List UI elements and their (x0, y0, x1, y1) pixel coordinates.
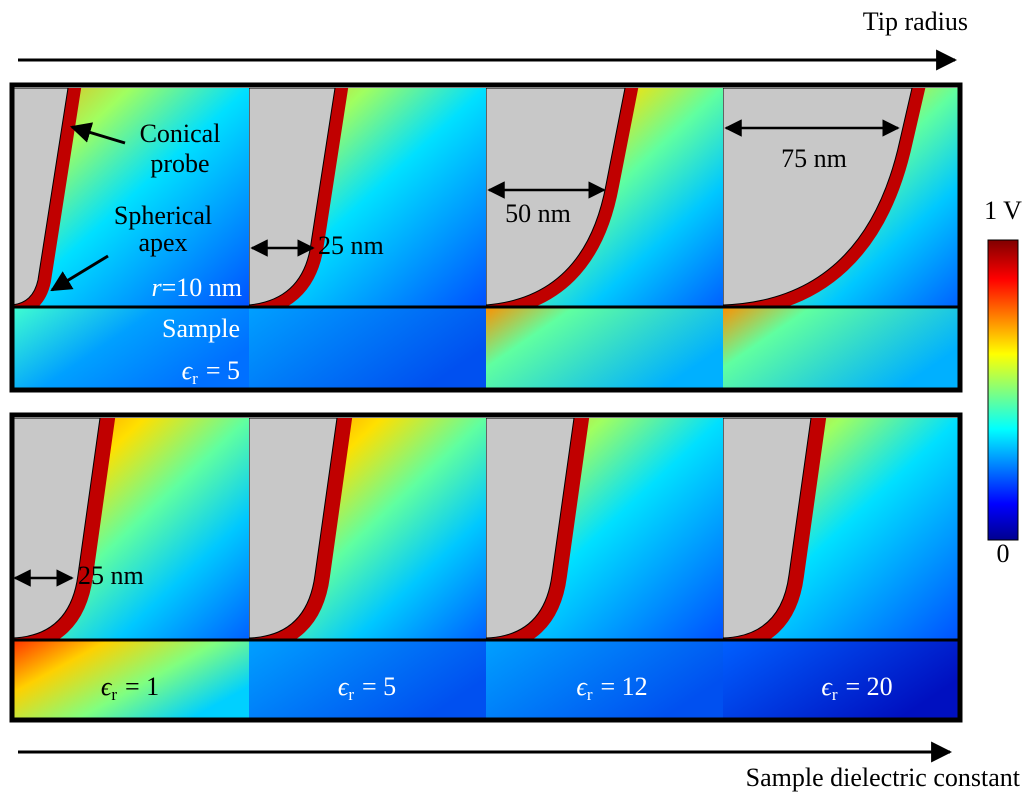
sample (12, 640, 249, 718)
permittivity-label: ϵr = 1 (101, 672, 159, 704)
annotation: Sample (162, 314, 240, 343)
axis-label: Sample dielectric constant (746, 763, 1021, 792)
symbol: ϵ (101, 672, 113, 701)
probe (723, 88, 913, 306)
colorbar (987, 239, 1019, 541)
text: = 12 (600, 672, 647, 701)
annotation: ϵr = 5 (182, 356, 240, 388)
sample (723, 307, 960, 388)
colorbar-label: 0 (997, 539, 1010, 568)
sample (12, 307, 249, 388)
sample (486, 640, 723, 718)
subscript: r (587, 685, 593, 704)
dimension-label: 50 nm (505, 199, 571, 228)
text: = 20 (845, 672, 892, 701)
subscript: r (348, 685, 354, 704)
annotation: apex (138, 228, 187, 257)
symbol: ϵ (576, 672, 588, 701)
pointer-arrow (69, 122, 126, 145)
annotation: r=10 nm (151, 273, 242, 302)
probe (723, 418, 812, 639)
symbol: r (151, 273, 162, 302)
sample (249, 307, 486, 388)
text: = 1 (125, 672, 159, 701)
simulation-panels (12, 88, 960, 718)
subscript: r (111, 685, 117, 704)
subscript: r (832, 685, 838, 704)
text: =10 nm (162, 273, 242, 302)
colorbar-label: 1 V (984, 196, 1022, 225)
sample (723, 640, 960, 718)
dimension-label: 25 nm (78, 561, 144, 590)
sample (486, 307, 723, 388)
text: = 5 (206, 356, 240, 385)
probe (249, 418, 338, 639)
subscript: r (192, 369, 198, 388)
top-frame (9, 82, 963, 393)
bottom-frame (9, 412, 963, 723)
annotation: Spherical (114, 201, 212, 230)
permittivity-label: ϵr = 5 (338, 672, 396, 704)
axis-label: Tip radius (863, 7, 968, 36)
dimension-label: 25 nm (318, 231, 384, 260)
symbol: ϵ (821, 672, 833, 701)
pointer-arrow (50, 254, 109, 292)
annotation: Conical (140, 119, 221, 148)
sample (249, 640, 486, 718)
probe (486, 418, 575, 639)
symbol: ϵ (182, 356, 194, 385)
annotation: probe (150, 149, 209, 178)
dimension-label: 75 nm (781, 144, 847, 173)
permittivity-label: ϵr = 20 (821, 672, 892, 704)
symbol: ϵ (338, 672, 350, 701)
text: = 5 (362, 672, 396, 701)
permittivity-label: ϵr = 12 (576, 672, 647, 704)
